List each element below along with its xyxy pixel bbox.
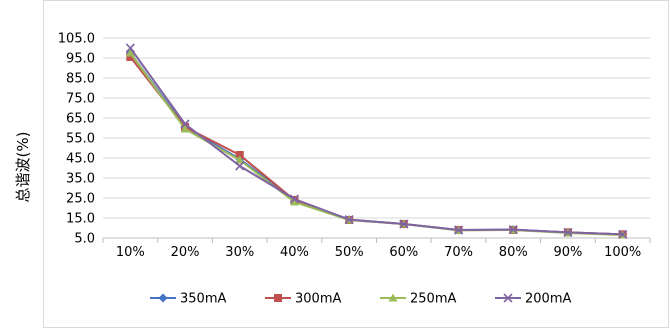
data-point <box>235 151 244 159</box>
y-tick-label: 75.0 <box>66 92 95 107</box>
y-axis-label: 总谐波(%) <box>14 132 32 203</box>
legend-marker <box>158 293 168 303</box>
y-tick-label: 65.0 <box>66 112 95 127</box>
data-point <box>180 119 190 129</box>
legend-label: 200mA <box>525 292 571 307</box>
y-tick-label: 95.0 <box>66 52 95 67</box>
y-tick-label: 25.0 <box>66 192 95 207</box>
legend-item-200mA: 200mA <box>495 292 571 307</box>
data-point <box>235 155 245 164</box>
chart-border <box>43 0 669 328</box>
legend-item-350mA: 350mA <box>150 292 226 307</box>
legend-item-250mA: 250mA <box>380 292 456 307</box>
data-point <box>563 227 573 237</box>
legend-label: 300mA <box>295 292 341 307</box>
data-point <box>126 53 135 61</box>
legend-label: 250mA <box>410 292 456 307</box>
legend: 350mA 300mA 250mA 200mA <box>150 292 571 307</box>
data-point <box>289 197 299 206</box>
series-line <box>129 47 623 236</box>
y-tick-label: 5.0 <box>74 232 95 247</box>
data-point <box>235 161 245 171</box>
x-tick-label: 50% <box>335 245 364 260</box>
axes: 5.0 15.0 25.0 35.0 45.0 55.0 65.0 75.0 85.0 95.0 1… <box>58 32 651 260</box>
data-point <box>125 48 135 57</box>
x-tick-label: 90% <box>553 245 582 260</box>
data-point <box>399 219 409 229</box>
y-tick-label: 15.0 <box>66 212 95 227</box>
legend-marker <box>274 294 282 302</box>
data-point <box>289 194 300 204</box>
data-point <box>125 43 135 53</box>
x-tick-label: 40% <box>280 245 309 260</box>
data-point <box>618 229 628 239</box>
grid-lines <box>103 37 650 219</box>
data-point <box>453 225 464 235</box>
x-tick-label: 100% <box>604 245 641 260</box>
x-tick-label: 10% <box>116 245 145 260</box>
y-tick-label: 105.0 <box>58 32 95 47</box>
data-point <box>180 124 190 133</box>
series-layer <box>125 43 628 239</box>
legend-label: 350mA <box>180 292 226 307</box>
x-tick-label: 60% <box>389 245 418 260</box>
y-tick-label: 35.0 <box>66 172 95 187</box>
legend-marker <box>503 293 513 303</box>
x-tick-label: 70% <box>444 245 473 260</box>
y-tick-label: 55.0 <box>66 132 95 147</box>
y-tick-label: 45.0 <box>66 152 95 167</box>
data-point <box>508 225 518 235</box>
data-point <box>344 215 354 225</box>
series-200mA <box>125 43 628 239</box>
legend-marker <box>388 293 398 302</box>
y-tick-label: 85.0 <box>66 72 95 87</box>
x-tick-label: 30% <box>225 245 254 260</box>
legend-item-300mA: 300mA <box>265 292 341 307</box>
x-tick-label: 80% <box>499 245 528 260</box>
x-tick-label: 20% <box>171 245 200 260</box>
